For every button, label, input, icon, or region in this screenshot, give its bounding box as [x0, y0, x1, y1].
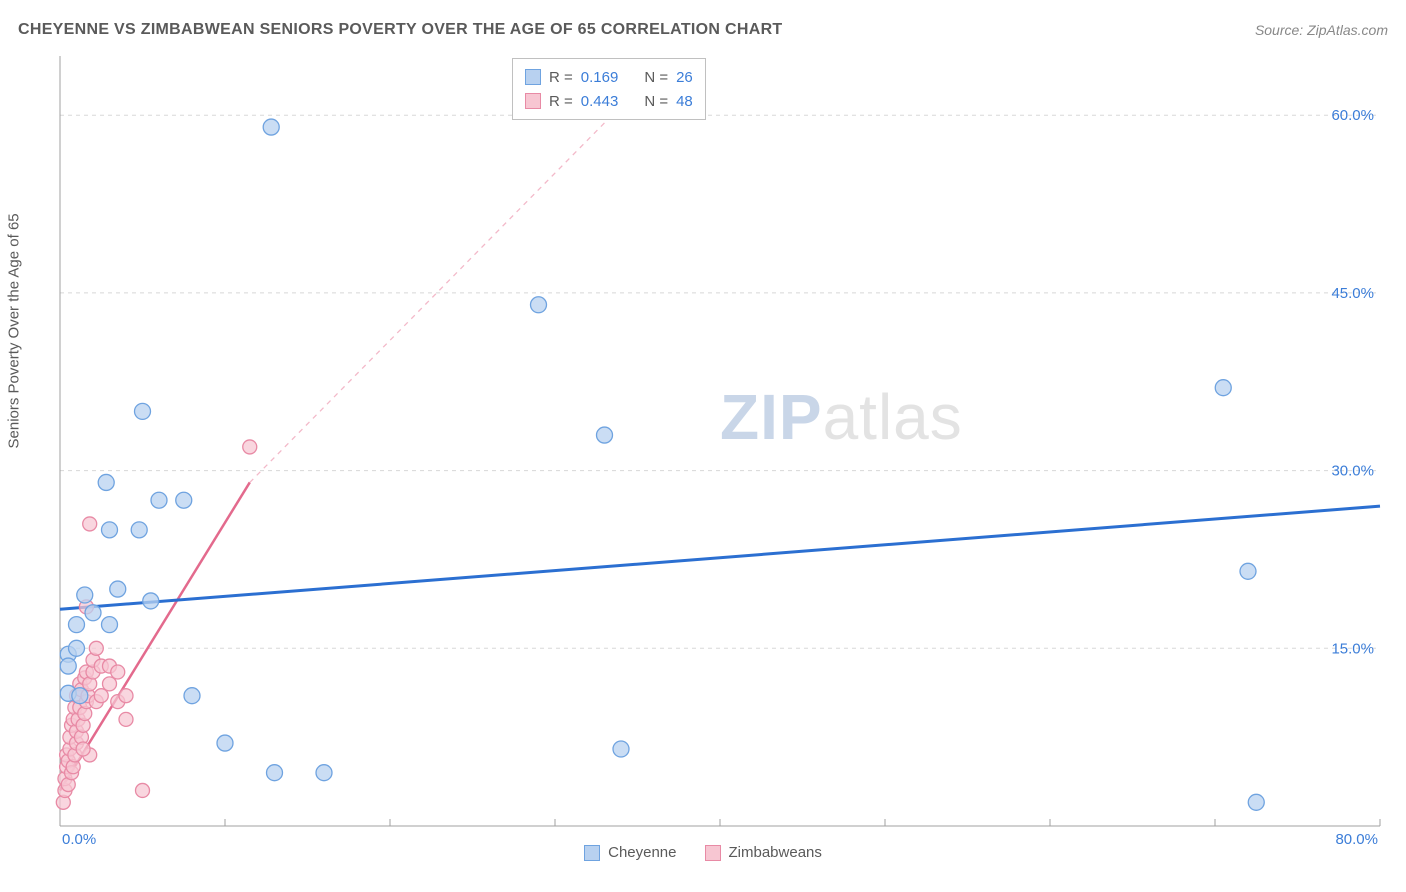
chart-title: CHEYENNE VS ZIMBABWEAN SENIORS POVERTY O…: [18, 21, 783, 39]
source-label: Source: ZipAtlas.com: [1255, 22, 1388, 38]
stats-row: R = 0.443 N = 48: [525, 89, 693, 113]
bottom-legend: Cheyenne Zimbabweans: [0, 844, 1406, 861]
legend-label: Zimbabweans: [729, 844, 822, 861]
r-value: 0.443: [581, 93, 619, 110]
n-value: 26: [676, 69, 693, 86]
svg-text:45.0%: 45.0%: [1331, 285, 1374, 302]
svg-text:15.0%: 15.0%: [1331, 640, 1374, 657]
chart-area: 15.0%30.0%45.0%60.0%0.0%80.0%: [50, 56, 1390, 846]
legend-item: Cheyenne: [584, 844, 676, 861]
y-axis-label: Seniors Poverty Over the Age of 65: [6, 213, 23, 448]
n-label: N =: [644, 69, 668, 86]
swatch-icon: [705, 845, 721, 861]
n-value: 48: [676, 93, 693, 110]
legend-label: Cheyenne: [608, 844, 676, 861]
r-value: 0.169: [581, 69, 619, 86]
scatter-chart: 15.0%30.0%45.0%60.0%0.0%80.0%: [50, 56, 1390, 846]
r-label: R =: [549, 69, 573, 86]
stats-legend-box: R = 0.169 N = 26 R = 0.443 N = 48: [512, 58, 706, 120]
swatch-icon: [525, 93, 541, 109]
swatch-icon: [584, 845, 600, 861]
swatch-icon: [525, 69, 541, 85]
svg-text:30.0%: 30.0%: [1331, 463, 1374, 480]
stats-row: R = 0.169 N = 26: [525, 65, 693, 89]
n-label: N =: [644, 93, 668, 110]
svg-text:60.0%: 60.0%: [1331, 107, 1374, 124]
legend-item: Zimbabweans: [705, 844, 822, 861]
r-label: R =: [549, 93, 573, 110]
